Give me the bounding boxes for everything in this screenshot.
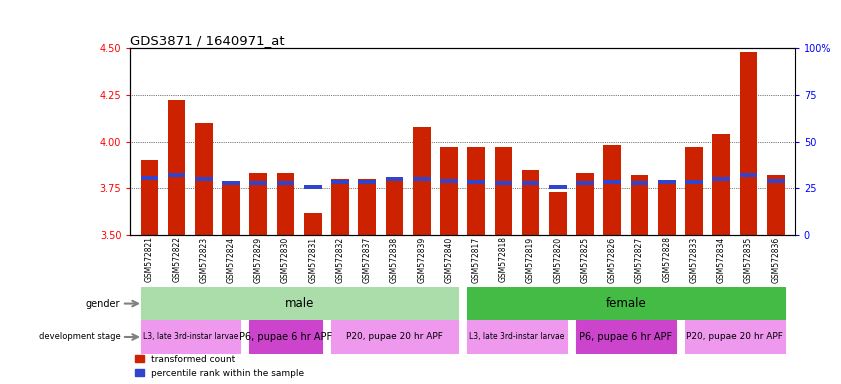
Bar	[521, 170, 539, 235]
Bar	[195, 123, 213, 235]
Bar	[386, 179, 404, 235]
Text: P20, pupae 20 hr APF: P20, pupae 20 hr APF	[686, 333, 783, 341]
Bar	[358, 180, 376, 184]
Bar	[549, 185, 567, 189]
Text: L3, late 3rd-instar larvae: L3, late 3rd-instar larvae	[143, 333, 238, 341]
Bar	[658, 183, 675, 235]
Bar	[304, 213, 321, 235]
Bar	[631, 175, 648, 235]
Bar	[331, 179, 349, 235]
Bar	[168, 173, 186, 177]
Bar	[604, 145, 621, 235]
Bar	[413, 177, 431, 181]
Bar	[739, 173, 757, 177]
Text: P6, pupae 6 hr APF: P6, pupae 6 hr APF	[239, 332, 332, 342]
Bar	[140, 287, 458, 320]
Bar	[576, 173, 594, 235]
Bar	[358, 179, 376, 235]
Text: female: female	[606, 297, 646, 310]
Bar	[739, 52, 757, 235]
Bar	[521, 181, 539, 185]
Bar	[468, 320, 567, 354]
Bar	[468, 147, 485, 235]
Bar	[440, 147, 458, 235]
Bar	[331, 320, 458, 354]
Text: P6, pupae 6 hr APF: P6, pupae 6 hr APF	[579, 332, 673, 342]
Text: gender: gender	[86, 299, 120, 309]
Text: L3, late 3rd-instar larvae: L3, late 3rd-instar larvae	[469, 333, 564, 341]
Bar	[712, 134, 730, 235]
Bar	[222, 181, 240, 185]
Bar	[576, 320, 675, 354]
Bar	[495, 181, 512, 185]
Text: P20, pupae 20 hr APF: P20, pupae 20 hr APF	[346, 333, 443, 341]
Bar	[468, 180, 485, 184]
Bar	[767, 175, 785, 235]
Bar	[767, 179, 785, 183]
Bar	[250, 320, 321, 354]
Bar	[331, 180, 349, 184]
Bar	[631, 181, 648, 185]
Bar	[386, 177, 404, 181]
Bar	[168, 100, 186, 235]
Text: GDS3871 / 1640971_at: GDS3871 / 1640971_at	[130, 34, 285, 47]
Bar	[604, 180, 621, 184]
Bar	[576, 181, 594, 185]
Bar	[195, 177, 213, 181]
Bar	[222, 183, 240, 235]
Bar	[685, 180, 703, 184]
Bar	[549, 192, 567, 235]
Bar	[140, 160, 158, 235]
Bar	[495, 147, 512, 235]
Bar	[712, 177, 730, 181]
Bar	[413, 127, 431, 235]
Bar	[140, 320, 240, 354]
Bar	[468, 287, 785, 320]
Bar	[250, 173, 267, 235]
Bar	[277, 181, 294, 185]
Bar	[440, 179, 458, 183]
Text: development stage: development stage	[39, 333, 120, 341]
Bar	[304, 185, 321, 189]
Bar	[140, 176, 158, 180]
Text: male: male	[284, 297, 314, 310]
Bar	[658, 180, 675, 184]
Bar	[685, 320, 785, 354]
Bar	[250, 181, 267, 185]
Legend: transformed count, percentile rank within the sample: transformed count, percentile rank withi…	[135, 355, 304, 377]
Bar	[685, 147, 703, 235]
Bar	[277, 173, 294, 235]
